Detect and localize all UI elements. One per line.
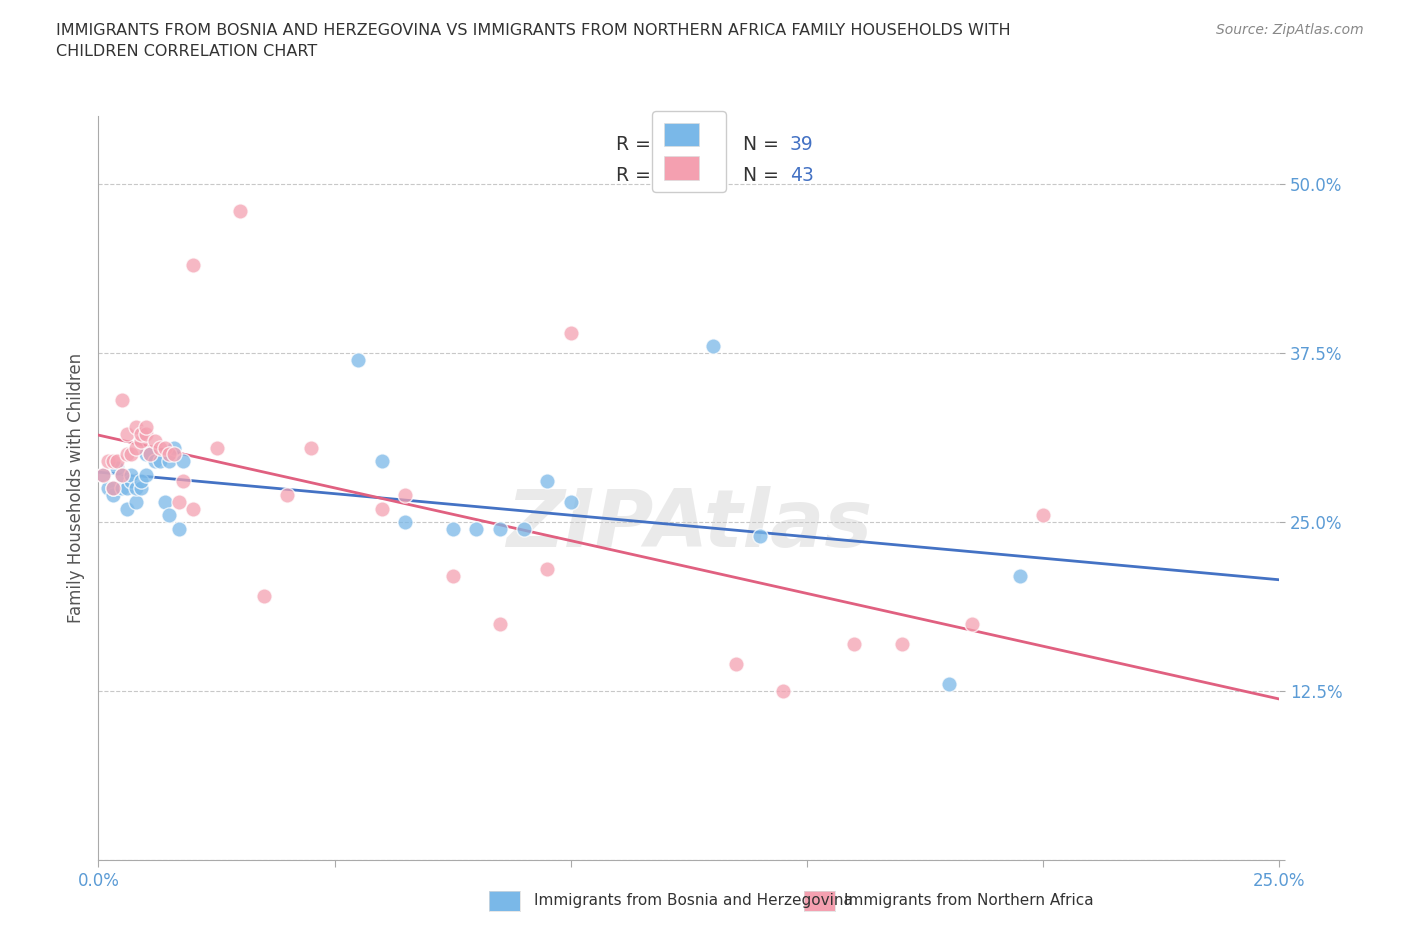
Text: 43: 43: [790, 166, 814, 185]
Point: [772, 684, 794, 698]
Point: [844, 636, 866, 651]
Point: [229, 204, 252, 219]
Text: 39: 39: [790, 135, 814, 154]
Text: -0.255: -0.255: [659, 135, 720, 154]
Point: [962, 616, 984, 631]
Point: [149, 454, 172, 469]
Point: [115, 427, 138, 442]
Y-axis label: Family Households with Children: Family Households with Children: [66, 353, 84, 623]
Point: [139, 447, 162, 462]
Point: [101, 487, 124, 502]
Point: [91, 467, 114, 482]
Text: ZIPAtlas: ZIPAtlas: [506, 486, 872, 565]
Point: [394, 487, 416, 502]
Point: [465, 522, 488, 537]
Point: [139, 447, 162, 462]
Point: [172, 454, 194, 469]
Legend: , : ,: [652, 111, 725, 192]
Point: [560, 495, 582, 510]
Point: [489, 616, 512, 631]
Point: [91, 467, 114, 482]
Point: [276, 487, 298, 502]
Point: [205, 440, 228, 455]
Point: [101, 481, 124, 496]
Text: R =: R =: [616, 166, 657, 185]
Point: [135, 447, 157, 462]
Point: [149, 440, 172, 455]
Text: Source: ZipAtlas.com: Source: ZipAtlas.com: [1216, 23, 1364, 37]
Point: [167, 495, 190, 510]
Point: [121, 474, 143, 489]
Point: [748, 528, 770, 543]
Point: [153, 495, 176, 510]
Point: [702, 339, 724, 353]
Point: [115, 501, 138, 516]
Point: [97, 454, 120, 469]
Point: [143, 454, 166, 469]
Point: [97, 481, 120, 496]
Point: [560, 326, 582, 340]
Point: [157, 447, 180, 462]
Text: -0.164: -0.164: [659, 166, 720, 185]
Point: [125, 440, 148, 455]
Point: [163, 440, 186, 455]
Point: [101, 454, 124, 469]
Point: [129, 427, 152, 442]
Point: [129, 433, 152, 448]
Point: [105, 460, 128, 475]
Point: [121, 447, 143, 462]
Text: N =: N =: [725, 166, 785, 185]
Point: [167, 522, 190, 537]
Point: [299, 440, 322, 455]
Point: [181, 501, 204, 516]
Point: [101, 481, 124, 496]
Point: [111, 467, 134, 482]
Point: [536, 474, 558, 489]
Point: [347, 352, 370, 367]
Point: [1008, 569, 1031, 584]
Point: [157, 454, 180, 469]
Point: [115, 447, 138, 462]
Point: [536, 562, 558, 577]
Point: [441, 522, 464, 537]
Point: [512, 522, 534, 537]
Text: N =: N =: [725, 135, 785, 154]
Point: [135, 420, 157, 435]
Point: [1032, 508, 1054, 523]
Point: [125, 420, 148, 435]
Point: [725, 657, 748, 671]
Point: [253, 589, 276, 604]
Point: [181, 258, 204, 272]
Point: [172, 474, 194, 489]
Point: [111, 392, 134, 407]
Point: [153, 440, 176, 455]
Point: [129, 481, 152, 496]
Text: Immigrants from Bosnia and Herzegovina: Immigrants from Bosnia and Herzegovina: [534, 893, 853, 908]
Point: [371, 454, 394, 469]
Text: R =: R =: [616, 135, 657, 154]
Point: [125, 495, 148, 510]
Point: [125, 481, 148, 496]
Point: [129, 474, 152, 489]
Point: [890, 636, 912, 651]
Text: IMMIGRANTS FROM BOSNIA AND HERZEGOVINA VS IMMIGRANTS FROM NORTHERN AFRICA FAMILY: IMMIGRANTS FROM BOSNIA AND HERZEGOVINA V…: [56, 23, 1011, 60]
Point: [121, 467, 143, 482]
Text: Immigrants from Northern Africa: Immigrants from Northern Africa: [844, 893, 1094, 908]
Point: [157, 508, 180, 523]
Point: [938, 677, 960, 692]
Point: [163, 447, 186, 462]
Point: [111, 467, 134, 482]
Point: [135, 467, 157, 482]
Point: [111, 481, 134, 496]
Point: [394, 514, 416, 529]
Point: [115, 481, 138, 496]
Point: [135, 427, 157, 442]
Point: [371, 501, 394, 516]
Point: [143, 433, 166, 448]
Point: [489, 522, 512, 537]
Point: [105, 454, 128, 469]
Point: [441, 569, 464, 584]
